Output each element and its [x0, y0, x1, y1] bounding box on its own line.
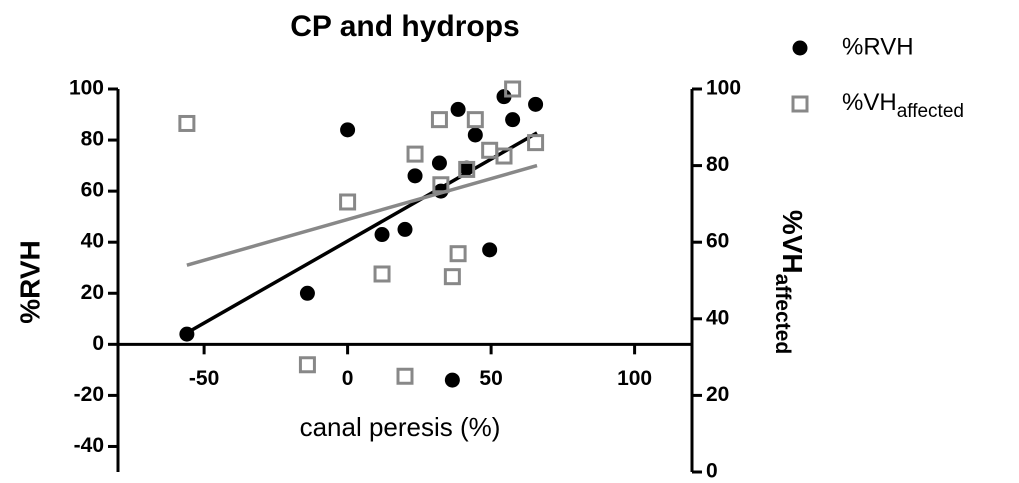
y2-tick-label: 100: [706, 77, 741, 100]
x-tick-label: 0: [342, 367, 354, 390]
point: [374, 227, 390, 243]
point: [496, 89, 512, 105]
point: [444, 372, 460, 388]
point: [396, 367, 414, 385]
y2-tick-label: 20: [706, 383, 729, 406]
point: [340, 122, 356, 138]
y-tick-label: 100: [69, 77, 104, 100]
point: [179, 326, 195, 342]
x-tick-label: 50: [479, 367, 502, 390]
legend-label: %VHaffected: [842, 89, 964, 122]
point: [432, 176, 450, 194]
point: [459, 160, 475, 176]
y2-tick-label: 80: [706, 153, 729, 176]
y2-axis-label: %VHaffected: [771, 210, 807, 354]
fit-line: [186, 131, 538, 335]
point: [467, 127, 483, 143]
point: [397, 221, 413, 237]
y-tick-label: -20: [74, 383, 104, 406]
point: [431, 155, 447, 171]
legend-label-main: %VH: [842, 89, 897, 116]
y-tick-label: 60: [81, 179, 104, 202]
y2-tick-label: 60: [706, 230, 729, 253]
point: [406, 145, 424, 163]
x-tick-label: 100: [617, 367, 652, 390]
point: [466, 111, 484, 129]
point: [407, 168, 423, 184]
legend-label-sub: affected: [897, 101, 964, 122]
x-axis-label: canal peresis (%): [300, 412, 501, 442]
point: [458, 160, 476, 178]
y2-tick-label: 40: [706, 306, 729, 329]
fit-line: [186, 163, 538, 267]
legend-marker: [791, 95, 809, 113]
point: [495, 147, 513, 165]
x-tick-label: -50: [189, 367, 219, 390]
point: [450, 101, 466, 117]
y2-tick-label: 0: [706, 460, 718, 483]
point: [298, 356, 316, 374]
y-axis-label: %RVH: [14, 240, 45, 324]
point: [430, 111, 448, 129]
y-tick-label: -40: [74, 434, 104, 457]
chart-title: CP and hydrops: [290, 10, 519, 43]
legend-marker: [792, 40, 808, 56]
point: [527, 134, 545, 152]
point: [449, 245, 467, 263]
point: [373, 265, 391, 283]
point: [528, 96, 544, 112]
y2-label-main: %VH: [777, 210, 808, 274]
point: [443, 268, 461, 286]
point: [299, 285, 315, 301]
legend: %RVH %VHaffected: [842, 33, 964, 122]
point: [339, 193, 357, 211]
y-tick-label: 40: [81, 230, 104, 253]
point: [178, 114, 196, 132]
point: [505, 112, 521, 128]
legend-label: %RVH: [842, 33, 914, 60]
point: [504, 80, 522, 98]
y-tick-label: 80: [81, 128, 104, 151]
y-tick-label: 20: [81, 281, 104, 304]
y2-label-sub: affected: [771, 274, 794, 355]
y-tick-label: 0: [92, 332, 104, 355]
point: [482, 242, 498, 258]
